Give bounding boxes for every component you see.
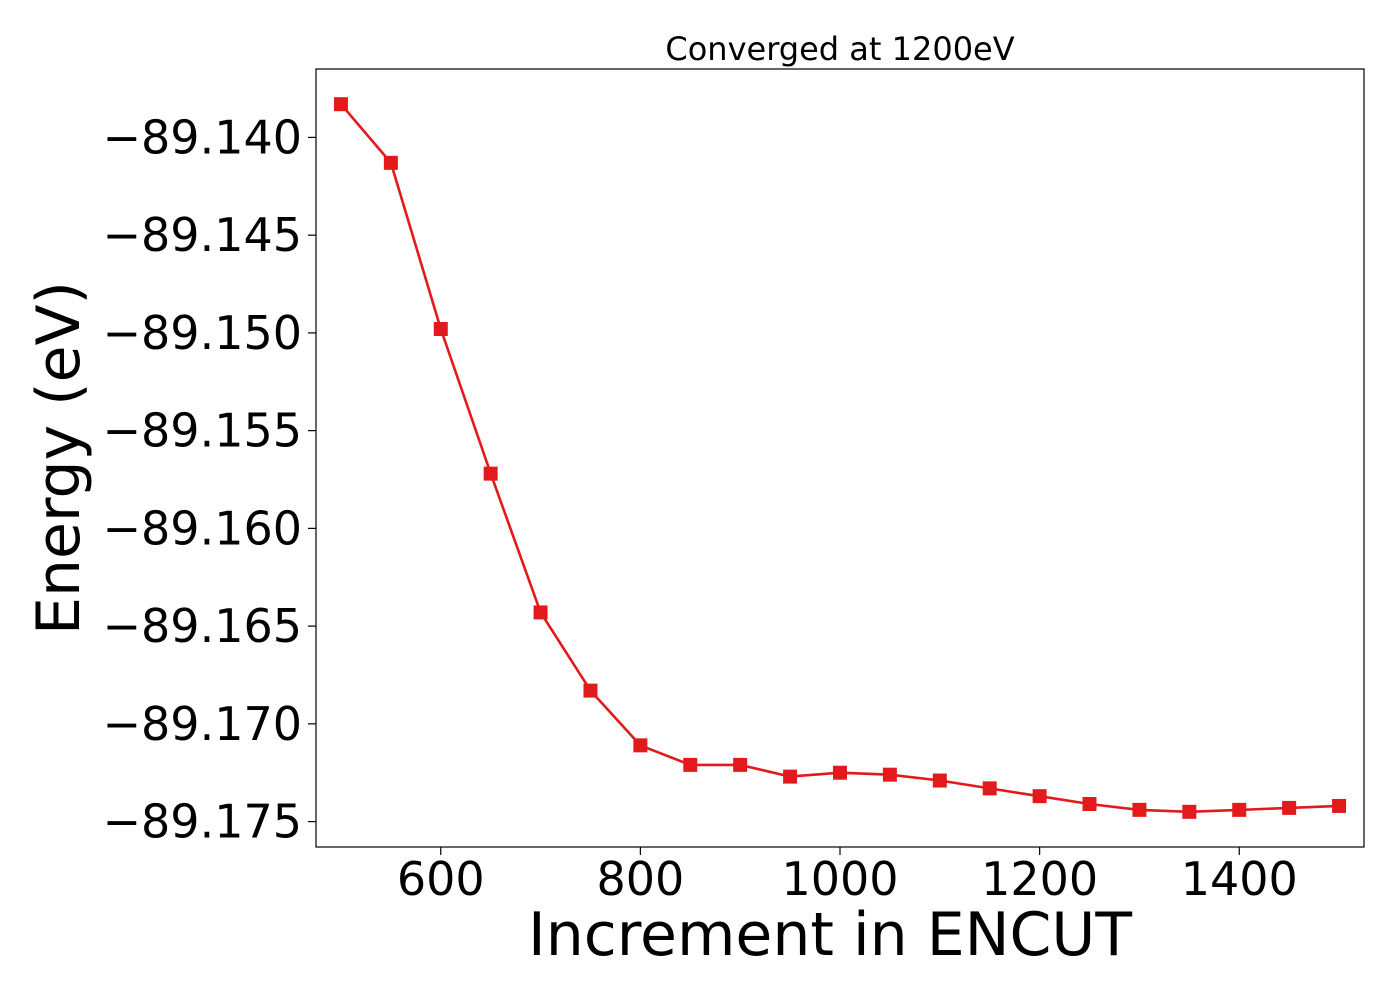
- data-point-marker: [483, 466, 498, 481]
- y-tick-label: −89.175: [103, 795, 303, 849]
- y-axis-label: Energy (eV): [24, 281, 94, 635]
- data-point-marker: [833, 765, 847, 780]
- y-tick-label: −89.165: [103, 599, 303, 653]
- data-point-marker: [1282, 800, 1297, 815]
- y-tick-label: −89.170: [103, 697, 303, 751]
- data-point-marker: [333, 97, 348, 112]
- x-tick-label: 800: [596, 852, 684, 906]
- y-tick-label: −89.155: [103, 404, 303, 458]
- y-axis-ticks: −89.140 −89.145 −89.150 −89.155 −89.160 −89.1…: [103, 110, 316, 849]
- y-tick-label: −89.160: [103, 501, 303, 555]
- data-point-marker: [1082, 796, 1097, 811]
- y-tick-label: −89.145: [103, 208, 303, 262]
- chart-title: Converged at 1200eV: [665, 30, 1014, 68]
- data-point-marker: [783, 769, 798, 784]
- data-point-marker: [633, 738, 648, 753]
- data-point-marker: [1132, 802, 1147, 817]
- x-tick-label: 1400: [1181, 852, 1298, 906]
- data-point-marker: [433, 321, 448, 336]
- series-line: [340, 103, 1340, 814]
- data-point-marker: [733, 757, 748, 772]
- x-tick-label: 1200: [981, 852, 1098, 906]
- plot-area: [333, 97, 1347, 819]
- data-point-marker: [1332, 798, 1347, 813]
- y-tick-label: −89.140: [103, 110, 303, 164]
- data-point-marker: [533, 605, 548, 620]
- data-point-marker: [982, 781, 997, 796]
- y-tick-label: −89.150: [103, 306, 303, 360]
- data-point-marker: [882, 767, 897, 782]
- data-point-marker: [1182, 804, 1197, 819]
- x-tick-label: 600: [397, 852, 485, 906]
- x-tick-label: 1000: [781, 852, 898, 906]
- data-point-marker: [1032, 789, 1047, 804]
- x-axis-ticks: 600 800 1000 1200 1400: [397, 847, 1298, 906]
- data-point-marker: [932, 773, 947, 788]
- x-axis-label: Increment in ENCUT: [528, 900, 1132, 970]
- data-point-marker: [583, 683, 598, 698]
- data-point-marker: [683, 757, 698, 772]
- data-point-marker: [383, 155, 398, 170]
- data-point-marker: [1232, 802, 1247, 817]
- plot-frame: [315, 68, 1365, 848]
